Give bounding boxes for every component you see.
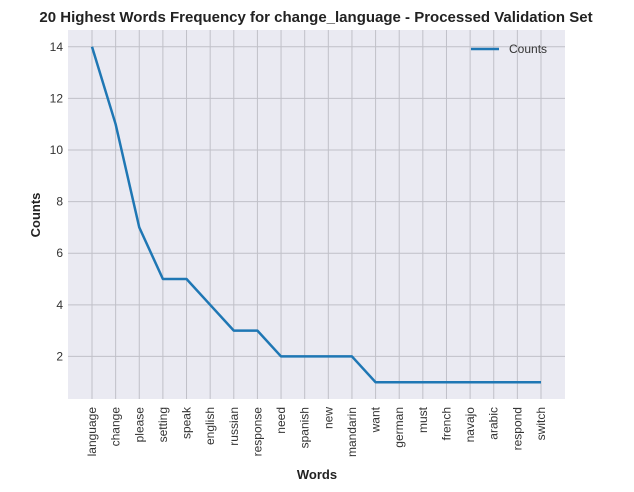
x-tick-label: change [109, 407, 123, 447]
x-tick-label: mandarin [345, 407, 359, 457]
series-line [90, 46, 541, 384]
x-tick-label: want [369, 406, 383, 433]
y-tick-label: 12 [50, 91, 64, 105]
x-tick-label: response [250, 407, 264, 457]
x-tick-label: please [132, 407, 146, 443]
x-tick-label: german [392, 407, 406, 448]
x-tick-label: must [416, 406, 430, 433]
x-tick-label: russian [227, 407, 241, 446]
y-tick-label: 10 [50, 143, 64, 157]
y-tick-label: 6 [56, 246, 63, 260]
x-tick-label: switch [534, 407, 548, 440]
x-tick-label: respond [510, 407, 524, 450]
grid [68, 30, 565, 399]
x-tick-label: french [439, 407, 453, 440]
chart-title: 20 Highest Words Frequency for change_la… [39, 9, 592, 26]
y-axis-ticks: 2 4 6 8 10 12 14 [50, 40, 64, 364]
legend: Counts [471, 42, 547, 56]
y-tick-label: 8 [56, 195, 63, 209]
x-tick-label: arabic [487, 407, 501, 440]
y-tick-label: 4 [56, 298, 63, 312]
legend-label: Counts [509, 42, 547, 56]
x-tick-label: english [203, 407, 217, 445]
x-tick-label: setting [156, 407, 170, 442]
y-tick-label: 14 [50, 40, 64, 54]
x-tick-label: speak [180, 406, 194, 439]
plot-area [68, 30, 565, 399]
x-tick-label: new [321, 407, 335, 429]
x-axis-label: Words [297, 467, 337, 482]
x-tick-label: need [274, 407, 288, 434]
x-tick-label: navajo [463, 407, 477, 443]
y-tick-label: 2 [56, 349, 63, 363]
series-layer [90, 46, 542, 384]
y-axis-label: Counts [28, 193, 43, 238]
x-axis-ticks: language change please setting speak english r… [85, 406, 548, 457]
x-tick-label: language [85, 407, 99, 457]
x-tick-label: spanish [298, 407, 312, 448]
